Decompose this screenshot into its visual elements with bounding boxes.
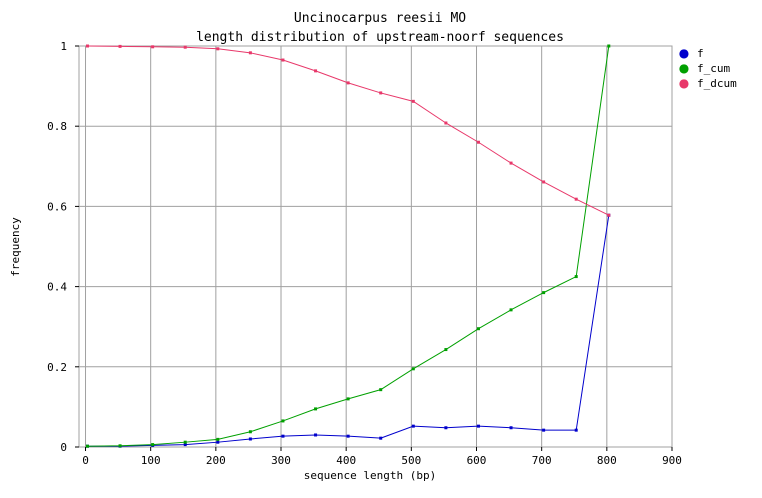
y-axis-label: frequency: [9, 217, 22, 277]
legend-marker-icon: ●: [679, 46, 689, 60]
data-point-f: [542, 428, 546, 432]
data-point-f: [216, 440, 220, 444]
x-tick-label: 800: [597, 454, 617, 467]
x-tick-label: 700: [532, 454, 552, 467]
tick-labels: 0 100 200 300 400 500 600 700 800 900 0 0.2 0.4 0.6 0.…: [47, 40, 682, 467]
x-tick-label: 500: [401, 454, 421, 467]
legend-label: f_cum: [697, 62, 730, 75]
x-tick-label: 300: [271, 454, 291, 467]
series-layer: [85, 44, 611, 448]
series-line-f-cum: [87, 45, 610, 447]
data-point-f-cum: [314, 407, 318, 411]
data-point-f-cum: [216, 437, 220, 441]
x-tick-label: 200: [206, 454, 226, 467]
y-tick-label: 0.2: [47, 361, 67, 374]
data-point-f-cum: [542, 291, 546, 295]
data-point-f: [476, 424, 480, 428]
data-point-f-cum: [444, 348, 448, 352]
x-axis-label: sequence length (bp): [304, 469, 436, 482]
data-point-f-dcum: [314, 69, 318, 73]
x-tick-label: 400: [336, 454, 356, 467]
data-point-f-dcum: [379, 91, 383, 95]
data-point-f-cum: [346, 397, 350, 401]
data-point-f-cum: [476, 327, 480, 331]
data-point-f-dcum: [444, 121, 448, 125]
data-point-f-dcum: [574, 197, 578, 201]
data-point-f-dcum: [607, 213, 611, 217]
data-point-f-dcum: [216, 47, 220, 51]
data-point-f-dcum: [183, 45, 187, 49]
data-point-f-dcum: [411, 99, 415, 103]
y-tick-label: 0.4: [47, 281, 67, 294]
series-line-f-dcum: [87, 45, 610, 216]
data-point-f-dcum: [509, 161, 513, 165]
chart-subtitle: length distribution of upstream-noorf se…: [196, 30, 564, 45]
data-point-f: [444, 426, 448, 430]
legend-label: f: [697, 47, 704, 60]
data-point-f-cum: [607, 44, 611, 48]
data-point-f-dcum: [248, 51, 252, 55]
data-point-f-dcum: [542, 180, 546, 184]
legend-label: f_dcum: [697, 77, 737, 90]
data-point-f: [379, 436, 383, 440]
x-tick-label: 600: [467, 454, 487, 467]
data-point-f-dcum: [476, 140, 480, 144]
legend-item-f-dcum: ● f_dcum: [679, 76, 737, 90]
y-tick-label: 1: [60, 40, 67, 53]
series-line-f: [87, 215, 610, 447]
data-point-f-cum: [379, 388, 383, 392]
x-tick-label: 900: [662, 454, 682, 467]
data-point-f-cum: [248, 430, 252, 434]
data-point-f: [411, 424, 415, 428]
data-point-f-cum: [151, 443, 155, 447]
data-point-f-cum: [281, 419, 285, 423]
data-point-f: [574, 428, 578, 432]
y-tick-label: 0.6: [47, 200, 67, 213]
data-point-f-dcum: [151, 45, 155, 49]
data-point-f: [509, 426, 513, 430]
data-point-f-cum: [574, 275, 578, 279]
y-tick-label: 0: [60, 441, 67, 454]
x-tick-label: 0: [82, 454, 89, 467]
legend-marker-icon: ●: [679, 61, 689, 75]
data-point-f-cum: [118, 444, 122, 448]
data-point-f-dcum: [346, 81, 350, 85]
data-point-f-cum: [411, 367, 415, 371]
data-point-f: [314, 433, 318, 437]
data-point-f: [248, 437, 252, 441]
legend-marker-icon: ●: [679, 76, 689, 90]
legend: ● f● f_cum● f_dcum: [679, 46, 737, 90]
legend-item-f: ● f: [679, 46, 704, 60]
plot-frame: [78, 45, 673, 448]
data-point-f-cum: [183, 440, 187, 444]
x-tick-label: 100: [141, 454, 161, 467]
legend-item-f-cum: ● f_cum: [679, 61, 731, 75]
data-point-f: [346, 434, 350, 438]
data-point-f-cum: [509, 308, 513, 312]
y-tick-label: 0.8: [47, 120, 67, 133]
data-point-f-dcum: [281, 58, 285, 62]
chart-title: Uncinocarpus reesii MO: [294, 11, 466, 26]
data-point-f-dcum: [118, 44, 122, 48]
data-point-f-cum: [85, 444, 89, 448]
data-point-f-dcum: [85, 44, 89, 48]
data-point-f: [183, 443, 187, 447]
data-point-f: [281, 434, 285, 438]
